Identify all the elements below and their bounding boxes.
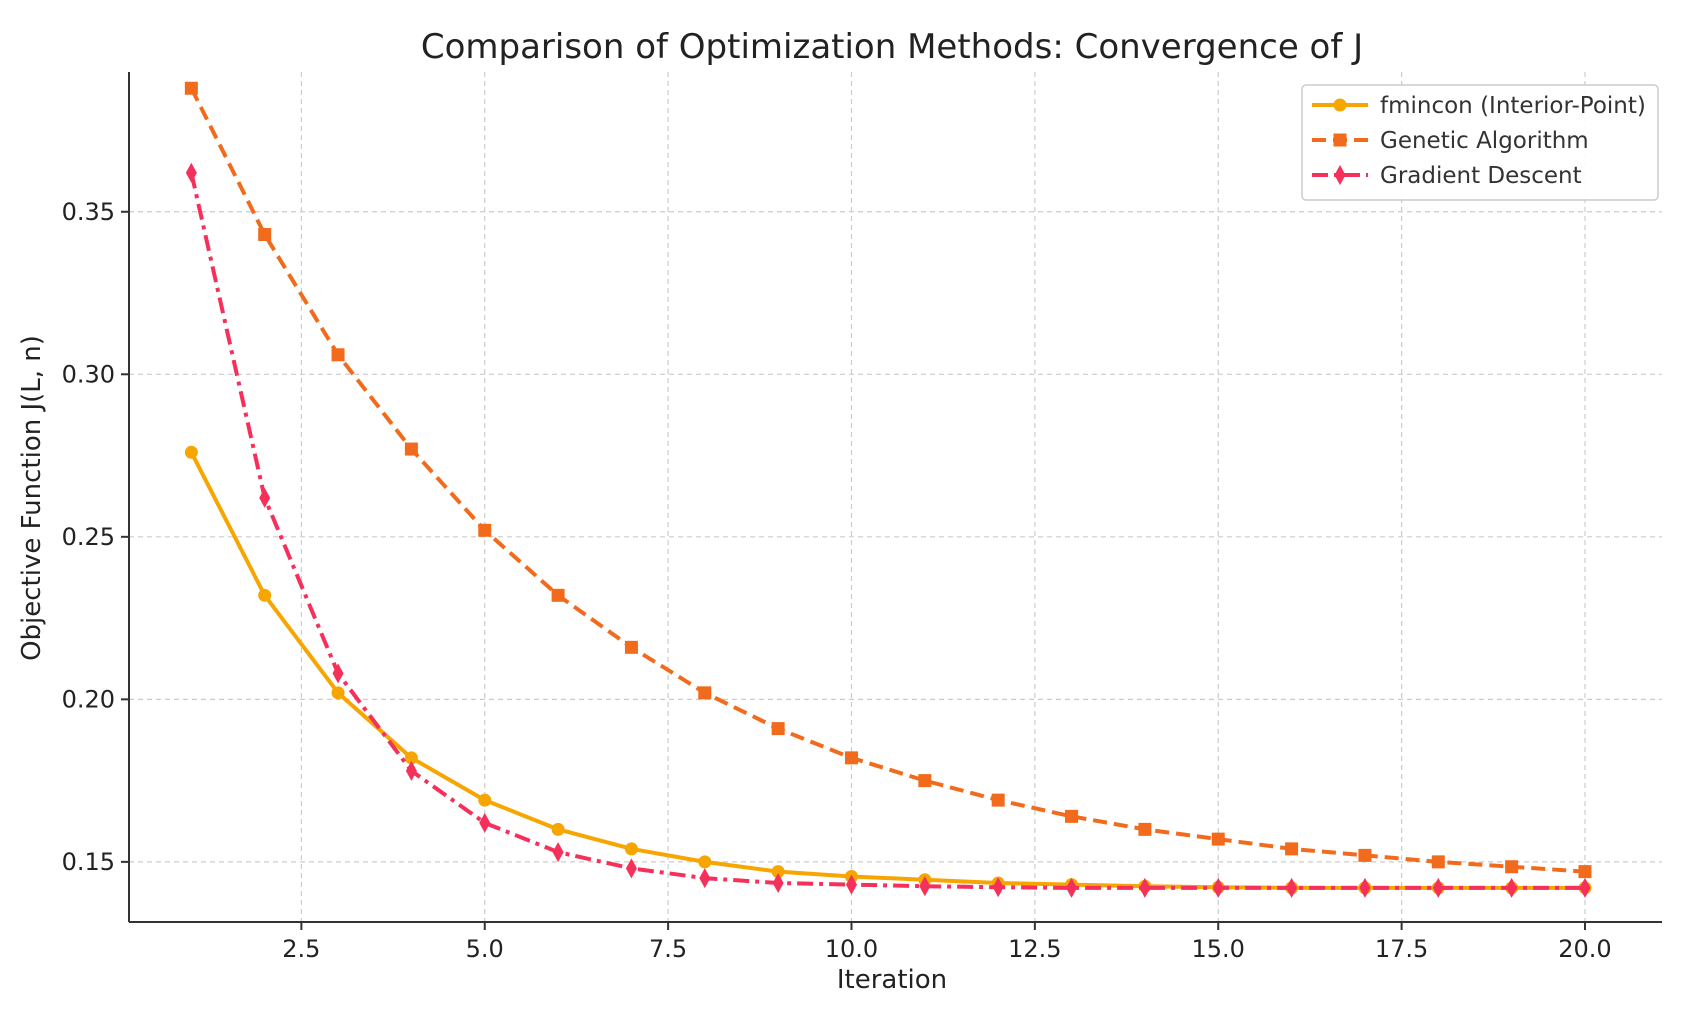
x-tick-label: 15.0 (1192, 935, 1245, 963)
data-point (625, 858, 637, 879)
data-point (1211, 832, 1225, 846)
data-point (1506, 877, 1518, 898)
data-point (1139, 877, 1151, 898)
data-point (1358, 848, 1372, 862)
data-point (1138, 822, 1152, 836)
legend-item: Genetic Algorithm (1312, 128, 1589, 154)
y-tick-label: 0.35 (62, 198, 115, 226)
data-point (1431, 855, 1445, 869)
data-point (258, 588, 272, 602)
data-point (1065, 809, 1079, 823)
series-line (189, 172, 1585, 890)
series-0 (184, 445, 1592, 895)
data-point (772, 872, 784, 893)
series-line (189, 451, 1585, 890)
axes: 2.5 5.0 7.5 10.0 12.5 15.0 17.5 20.0 0.15 0.20 0.2… (62, 72, 1662, 963)
x-tick-label: 20.0 (1558, 935, 1611, 963)
data-point (1285, 842, 1299, 856)
legend-label: Genetic Algorithm (1380, 128, 1589, 154)
data-point (771, 722, 785, 736)
series-1 (184, 81, 1592, 879)
data-point (259, 487, 271, 508)
data-point (478, 523, 492, 537)
legend-label: Gradient Descent (1380, 163, 1582, 189)
data-point (1579, 877, 1591, 898)
legend-item: fmincon (Interior-Point) (1312, 93, 1646, 119)
data-point (1505, 860, 1519, 874)
data-point (918, 774, 932, 788)
series-2 (185, 162, 1591, 898)
data-point (184, 81, 198, 95)
y-tick-label: 0.25 (62, 523, 115, 551)
data-point (331, 686, 345, 700)
data-point (699, 868, 711, 889)
data-point (331, 348, 345, 362)
y-axis-title: Objective Function J(L, n) (17, 335, 47, 661)
data-point (845, 874, 857, 895)
data-point (552, 842, 564, 863)
data-point (624, 640, 638, 654)
x-tick-label: 5.0 (466, 935, 504, 963)
data-point (992, 877, 1004, 898)
data-point (698, 686, 712, 700)
legend-marker (1333, 133, 1347, 147)
data-point (551, 588, 565, 602)
data-point (698, 855, 712, 869)
y-tick-label: 0.30 (62, 360, 115, 388)
legend: fmincon (Interior-Point) Genetic Algorith… (1301, 84, 1659, 201)
data-point (1578, 865, 1592, 879)
series-group (184, 81, 1592, 898)
x-tick-label: 10.0 (825, 935, 878, 963)
legend-marker (1334, 165, 1346, 185)
data-point (332, 663, 344, 684)
grid (129, 72, 1662, 922)
legend-item: Gradient Descent (1312, 163, 1582, 189)
data-point (919, 876, 931, 897)
data-point (1359, 877, 1371, 898)
legend-box (1301, 84, 1659, 201)
x-tick-label: 2.5 (282, 935, 320, 963)
data-point (844, 751, 858, 765)
y-tick-label: 0.15 (62, 848, 115, 876)
data-point (1432, 877, 1444, 898)
data-point (1066, 877, 1078, 898)
data-point (1212, 877, 1224, 898)
data-point (404, 442, 418, 456)
legend-label: fmincon (Interior-Point) (1380, 93, 1646, 119)
data-point (1286, 877, 1298, 898)
data-point (478, 793, 492, 807)
data-point (551, 822, 565, 836)
data-point (624, 842, 638, 856)
data-point (991, 793, 1005, 807)
data-point (185, 162, 197, 183)
data-point (258, 228, 272, 242)
x-tick-label: 7.5 (649, 935, 687, 963)
x-axis-title: Iteration (837, 965, 947, 995)
legend-marker (1333, 98, 1347, 112)
data-point (479, 812, 491, 833)
data-point (771, 865, 785, 879)
y-tick-label: 0.20 (62, 685, 115, 713)
data-point (184, 445, 198, 459)
data-point (405, 760, 417, 781)
x-tick-label: 12.5 (1008, 935, 1061, 963)
data-point (404, 751, 418, 765)
x-tick-label: 17.5 (1375, 935, 1428, 963)
chart-title: Comparison of Optimization Methods: Conv… (421, 27, 1363, 67)
series-line (189, 87, 1586, 874)
